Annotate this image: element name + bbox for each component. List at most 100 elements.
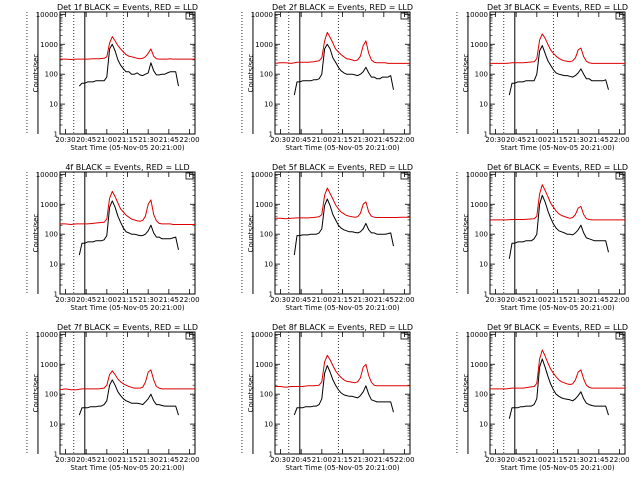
panel-det-7: 1 10 100 1000 10000 20:30 20:45 21:00 21:15 21:30… [26, 323, 200, 472]
y-tick-label: 1 [484, 451, 488, 459]
x-axis-label: Start Time (05-Nov-05 20:21:00) [500, 464, 614, 472]
x-tick-label: 22:00 [394, 456, 414, 464]
panel-det-8: 1 10 100 1000 10000 20:30 20:45 21:00 21:15 21:30… [241, 323, 415, 472]
y-tick-label: 10000 [466, 11, 488, 19]
x-tick-label: 22:00 [609, 296, 629, 304]
x-axis-label: Start Time (05-Nov-05 20:21:00) [70, 304, 184, 312]
lld-series-line [60, 36, 195, 60]
panel-det-9: 1 10 100 1000 10000 20:30 20:45 21:00 21:15 21:30… [456, 323, 630, 472]
x-tick-label: 20:45 [76, 456, 96, 464]
y-tick-label: 10000 [251, 171, 273, 179]
x-tick-label: 21:00 [312, 456, 332, 464]
events-series-line [508, 194, 609, 259]
x-tick-label: 22:00 [609, 456, 629, 464]
y-tick-label: 10 [49, 101, 58, 109]
plot-frame [59, 11, 196, 135]
y-tick-label: 10 [264, 421, 273, 429]
y-tick-label: 100 [260, 391, 273, 399]
y-tick-label: 10 [264, 261, 273, 269]
x-tick-label: 21:00 [527, 456, 547, 464]
x-tick-label: 21:15 [332, 296, 352, 304]
x-tick-label: 21:30 [568, 456, 588, 464]
panel-det-3: 1 10 100 1000 10000 20:30 20:45 21:00 21:15 21:30… [456, 3, 630, 152]
y-tick-label: 1 [269, 291, 273, 299]
y-tick-label: 1 [484, 131, 488, 139]
x-tick-label: 21:00 [527, 136, 547, 144]
lld-series-line [59, 369, 195, 391]
y-tick-label: 10000 [251, 11, 273, 19]
plot-frame [489, 331, 626, 455]
x-tick-label: 20:30 [485, 136, 505, 144]
x-tick-label: 21:45 [159, 296, 179, 304]
x-tick-label: 21:15 [547, 456, 567, 464]
panel-det-5: 1 10 100 1000 10000 20:30 20:45 21:00 21:15 21:30… [241, 163, 415, 312]
x-tick-label: 20:45 [506, 136, 526, 144]
x-tick-label: 20:45 [76, 296, 96, 304]
lld-series-line [275, 187, 410, 220]
x-tick-label: 21:45 [589, 456, 609, 464]
y-tick-label: 1000 [255, 41, 273, 49]
panel-title: Det 8f BLACK = Events, RED = LLD [272, 323, 413, 332]
x-tick-label: 21:30 [353, 136, 373, 144]
plot-frame [489, 171, 626, 295]
x-tick-label: 20:45 [506, 456, 526, 464]
x-tick-label: 20:45 [506, 296, 526, 304]
y-tick-label: 1000 [40, 361, 58, 369]
events-series-line [78, 43, 179, 87]
panel-title: Det 3f BLACK = Events, RED = LLD [487, 3, 628, 12]
y-tick-label: 1000 [40, 41, 58, 49]
panel-title: Det 2f BLACK = Events, RED = LLD [272, 3, 413, 12]
panel-title: Det 5f BLACK = Events, RED = LLD [272, 163, 413, 172]
x-tick-label: 20:45 [76, 136, 96, 144]
x-tick-label: 22:00 [179, 296, 199, 304]
events-series-line [508, 358, 609, 419]
y-tick-label: 1000 [470, 41, 488, 49]
panel-det-1: 1 10 100 1000 10000 20:30 20:45 21:00 21:15 21:30… [26, 3, 200, 152]
x-tick-label: 21:00 [527, 296, 547, 304]
y-axis-label: Counts/sec [32, 374, 40, 413]
x-tick-label: 21:45 [589, 136, 609, 144]
x-tick-label: 21:15 [547, 136, 567, 144]
x-tick-label: 21:30 [353, 456, 373, 464]
y-tick-label: 10000 [36, 11, 58, 19]
y-axis-label: Counts/sec [32, 214, 40, 253]
y-tick-label: 100 [260, 231, 273, 239]
y-tick-label: 1000 [470, 361, 488, 369]
panel-det-6: 1 10 100 1000 10000 20:30 20:45 21:00 21:15 21:30… [456, 163, 630, 312]
x-tick-label: 20:45 [291, 296, 311, 304]
y-tick-label: 10 [264, 101, 273, 109]
x-tick-label: 21:30 [138, 296, 158, 304]
y-tick-label: 1 [54, 291, 58, 299]
y-tick-label: 1 [269, 131, 273, 139]
x-tick-label: 21:15 [117, 136, 137, 144]
y-tick-label: 10 [479, 421, 488, 429]
y-tick-label: 1 [54, 131, 58, 139]
y-axis-label: Counts/sec [247, 214, 255, 253]
y-tick-label: 10 [49, 261, 58, 269]
panel-title: 4f BLACK = Events, RED = LLD [65, 163, 189, 172]
x-tick-label: 20:30 [55, 456, 75, 464]
plot-frame [274, 331, 411, 455]
lld-series-line [490, 184, 625, 221]
x-tick-label: 21:45 [374, 136, 394, 144]
x-axis-label: Start Time (05-Nov-05 20:21:00) [285, 144, 399, 152]
y-tick-label: 10000 [466, 171, 488, 179]
plot-frame [274, 11, 411, 135]
y-axis-label: Counts/sec [247, 374, 255, 413]
x-tick-label: 21:30 [568, 136, 588, 144]
events-series-line [78, 200, 179, 256]
x-tick-label: 20:30 [270, 296, 290, 304]
y-tick-label: 10 [49, 421, 58, 429]
y-tick-label: 1 [484, 291, 488, 299]
y-tick-label: 100 [260, 71, 273, 79]
x-tick-label: 20:45 [291, 456, 311, 464]
x-tick-label: 21:00 [312, 296, 332, 304]
panel-title: Det 1f BLACK = Events, RED = LLD [57, 3, 198, 12]
y-tick-label: 10000 [466, 331, 488, 339]
x-axis-label: Start Time (05-Nov-05 20:21:00) [285, 304, 399, 312]
x-axis-label: Start Time (05-Nov-05 20:21:00) [70, 464, 184, 472]
x-tick-label: 20:30 [485, 296, 505, 304]
events-series-line [293, 365, 394, 416]
events-series-line [78, 379, 179, 416]
y-tick-label: 100 [45, 391, 58, 399]
